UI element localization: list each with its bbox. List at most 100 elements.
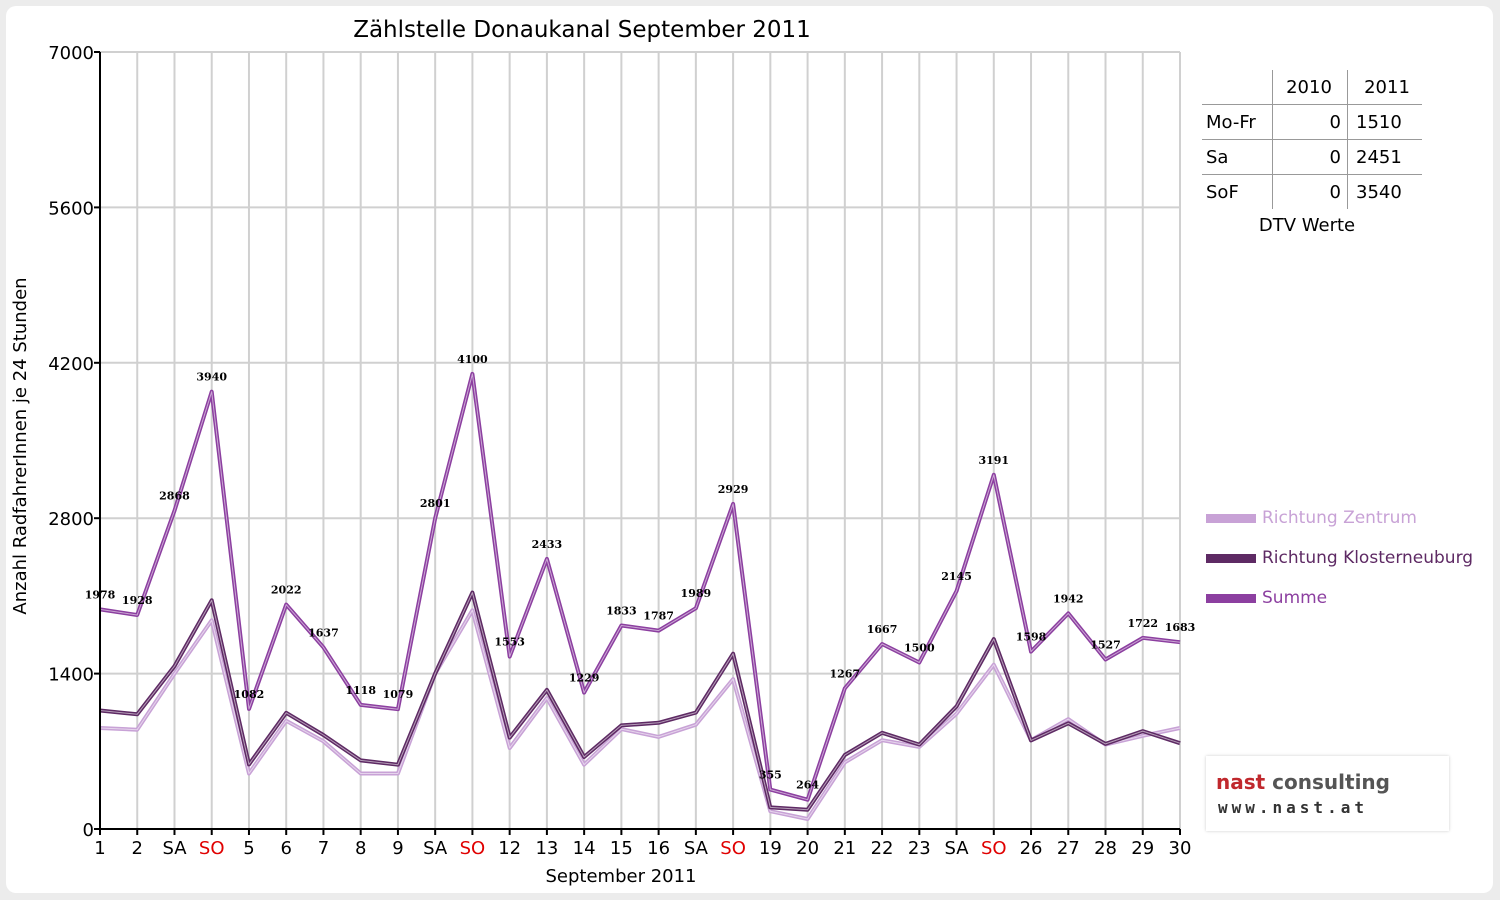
- dtv-value-2010: 0: [1272, 104, 1348, 140]
- series-line-1: [99, 590, 1181, 812]
- legend-swatch: [1206, 553, 1256, 563]
- series-line-highlight: [99, 592, 1181, 811]
- data-label: 2868: [159, 490, 190, 503]
- data-label: 1598: [1016, 631, 1047, 644]
- data-label: 1683: [1165, 621, 1196, 634]
- x-tick-label: SA: [684, 838, 709, 859]
- y-tick-label: 4200: [48, 354, 94, 375]
- x-tick-label: 5: [243, 838, 254, 859]
- legend-item-summe: Summe: [1206, 578, 1473, 618]
- legend-item-zentrum: Richtung Zentrum: [1206, 498, 1473, 538]
- logo-name-part1: nast: [1216, 770, 1266, 794]
- dtv-row-label: Sa: [1202, 139, 1273, 175]
- legend-label: Richtung Klosterneuburg: [1262, 548, 1474, 568]
- nast-consulting-logo: nast consulting www.nast.at: [1206, 756, 1449, 831]
- data-label: 1928: [122, 594, 153, 607]
- data-label: 1637: [308, 626, 339, 639]
- data-label: 4100: [457, 353, 488, 366]
- dtv-header-2010: 2010: [1272, 70, 1348, 105]
- x-tick-label: SO: [720, 838, 746, 859]
- data-label: 1787: [643, 610, 674, 623]
- dtv-header-empty: [1202, 70, 1273, 105]
- data-label: 1082: [234, 688, 265, 701]
- x-tick-label: 30: [1169, 838, 1192, 859]
- data-label: 1500: [904, 642, 935, 655]
- chart-title: Zählstelle Donaukanal September 2011: [353, 17, 811, 43]
- data-label: 1989: [681, 587, 712, 600]
- data-label: 2022: [271, 584, 302, 597]
- x-tick-label: SO: [199, 838, 225, 859]
- x-tick-label: 21: [833, 838, 856, 859]
- data-label: 2929: [718, 483, 749, 496]
- data-label: 1833: [606, 605, 637, 618]
- x-tick-label: 7: [318, 838, 329, 859]
- x-tick-label: SA: [945, 838, 970, 859]
- y-tick-label: 7000: [48, 43, 94, 64]
- x-tick-label: 16: [647, 838, 670, 859]
- x-tick-label: 12: [498, 838, 521, 859]
- x-tick-label: 1: [94, 838, 105, 859]
- logo-name: nast consulting: [1216, 770, 1390, 794]
- dtv-row-label: Mo-Fr: [1202, 104, 1273, 140]
- legend-item-klosterneuburg: Richtung Klosterneuburg: [1206, 538, 1473, 578]
- y-tick-label: 0: [83, 820, 94, 841]
- x-tick-label: SA: [162, 838, 187, 859]
- y-tick-label: 1400: [48, 665, 94, 686]
- data-label: 1118: [345, 684, 376, 697]
- data-label: 3191: [978, 454, 1009, 467]
- data-label: 1229: [569, 672, 600, 685]
- x-tick-label: 29: [1131, 838, 1154, 859]
- data-label: 1267: [830, 667, 861, 680]
- x-tick-label: 23: [908, 838, 931, 859]
- data-label: 1942: [1053, 592, 1084, 605]
- dtv-value-2010: 0: [1272, 174, 1348, 209]
- x-tick-label: 14: [573, 838, 596, 859]
- logo-name-part2: consulting: [1272, 770, 1390, 794]
- data-label: 2801: [420, 497, 451, 510]
- legend-swatch: [1206, 593, 1256, 603]
- x-tick-label: 2: [132, 838, 143, 859]
- x-tick-label: 28: [1094, 838, 1117, 859]
- dtv-header-2011: 2011: [1347, 70, 1422, 105]
- dtv-row-label: SoF: [1202, 174, 1273, 209]
- data-label: 1978: [85, 588, 116, 601]
- data-label: 2145: [941, 570, 972, 583]
- x-tick-label: SA: [423, 838, 448, 859]
- dtv-value-2011: 1510: [1347, 104, 1422, 140]
- x-tick-label: 27: [1057, 838, 1080, 859]
- x-tick-label: 9: [392, 838, 403, 859]
- x-tick-label: 22: [871, 838, 894, 859]
- x-tick-label: 13: [535, 838, 558, 859]
- chart-legend: Richtung Zentrum Richtung Klosterneuburg…: [1206, 498, 1473, 618]
- x-tick-label: 26: [1020, 838, 1043, 859]
- data-label: 355: [759, 769, 782, 782]
- y-tick-label: 5600: [48, 198, 94, 219]
- data-label: 3940: [196, 371, 227, 384]
- y-tick-label: 2800: [48, 509, 94, 530]
- dtv-value-2011: 3540: [1356, 181, 1402, 203]
- data-label: 2433: [532, 538, 563, 551]
- x-tick-label: 6: [280, 838, 291, 859]
- dtv-table: 2010 2011 Mo-Fr 0 1510 Sa 0 2451 SoF 0 3…: [1202, 70, 1422, 209]
- data-label: 1079: [383, 688, 414, 701]
- x-axis-label: September 2011: [545, 866, 696, 887]
- x-tick-label: SO: [981, 838, 1007, 859]
- dtv-value-2011: 2451: [1347, 139, 1422, 175]
- y-axis-label: Anzahl RadfahrerInnen je 24 Stunden: [10, 277, 31, 614]
- dtv-title: DTV Werte: [1258, 215, 1356, 236]
- data-label: 1553: [494, 636, 525, 649]
- data-label: 1722: [1127, 617, 1158, 630]
- dtv-value-2010: 0: [1272, 139, 1348, 175]
- series-line-highlight: [99, 373, 1181, 801]
- series-line-2: [99, 371, 1181, 802]
- x-tick-label: 15: [610, 838, 633, 859]
- x-tick-label: 19: [759, 838, 782, 859]
- x-tick-label: 8: [355, 838, 366, 859]
- line-chart: Zählstelle Donaukanal September 2011 Anz…: [10, 17, 1196, 887]
- chart-frame: Zählstelle Donaukanal September 2011 Anz…: [6, 6, 1493, 893]
- data-label: 264: [796, 779, 819, 792]
- legend-label: Richtung Zentrum: [1262, 508, 1417, 528]
- legend-label: Summe: [1262, 588, 1328, 608]
- data-label: 1667: [867, 623, 898, 636]
- data-label: 1527: [1090, 639, 1121, 652]
